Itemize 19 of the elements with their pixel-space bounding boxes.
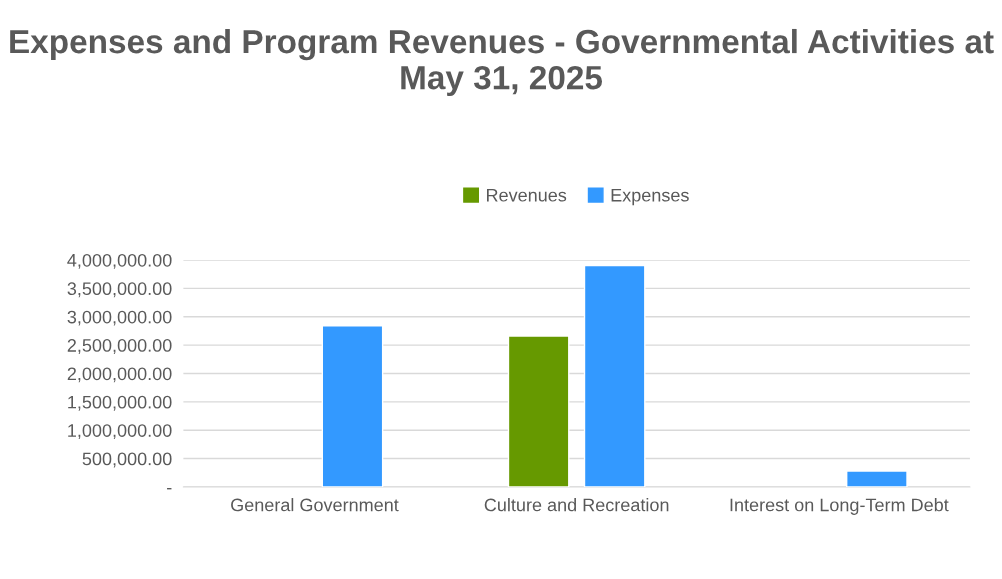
x-tick-label: Interest on Long-Term Debt [730,498,949,515]
y-tick-label: 500,000.00 [82,452,172,468]
y-tick-label: 4,000,000.00 [67,253,172,269]
x-tick-label: Culture and Recreation [484,498,669,512]
bar [846,470,908,487]
y-tick-label: - [167,487,172,490]
y-tick-label: 2,500,000.00 [67,339,172,354]
y-tick-label: 2,000,000.00 [67,367,172,383]
chart-title: Expenses and Program Revenues - Governmental Activities at May 31, 2025 [10,28,994,97]
legend-label: Expenses [611,188,689,206]
y-tick-label: 1,500,000.00 [68,395,172,411]
y-tick-label: 1,000,000.00 [68,424,172,440]
bar [507,335,570,487]
bar [583,264,646,487]
x-tick-label: General Government [231,498,399,512]
bar [321,325,384,487]
legend-label: Revenues [487,188,567,202]
y-tick-label: 3,500,000.00 [67,282,172,298]
y-tick-label: 3,000,000.00 [67,310,172,326]
